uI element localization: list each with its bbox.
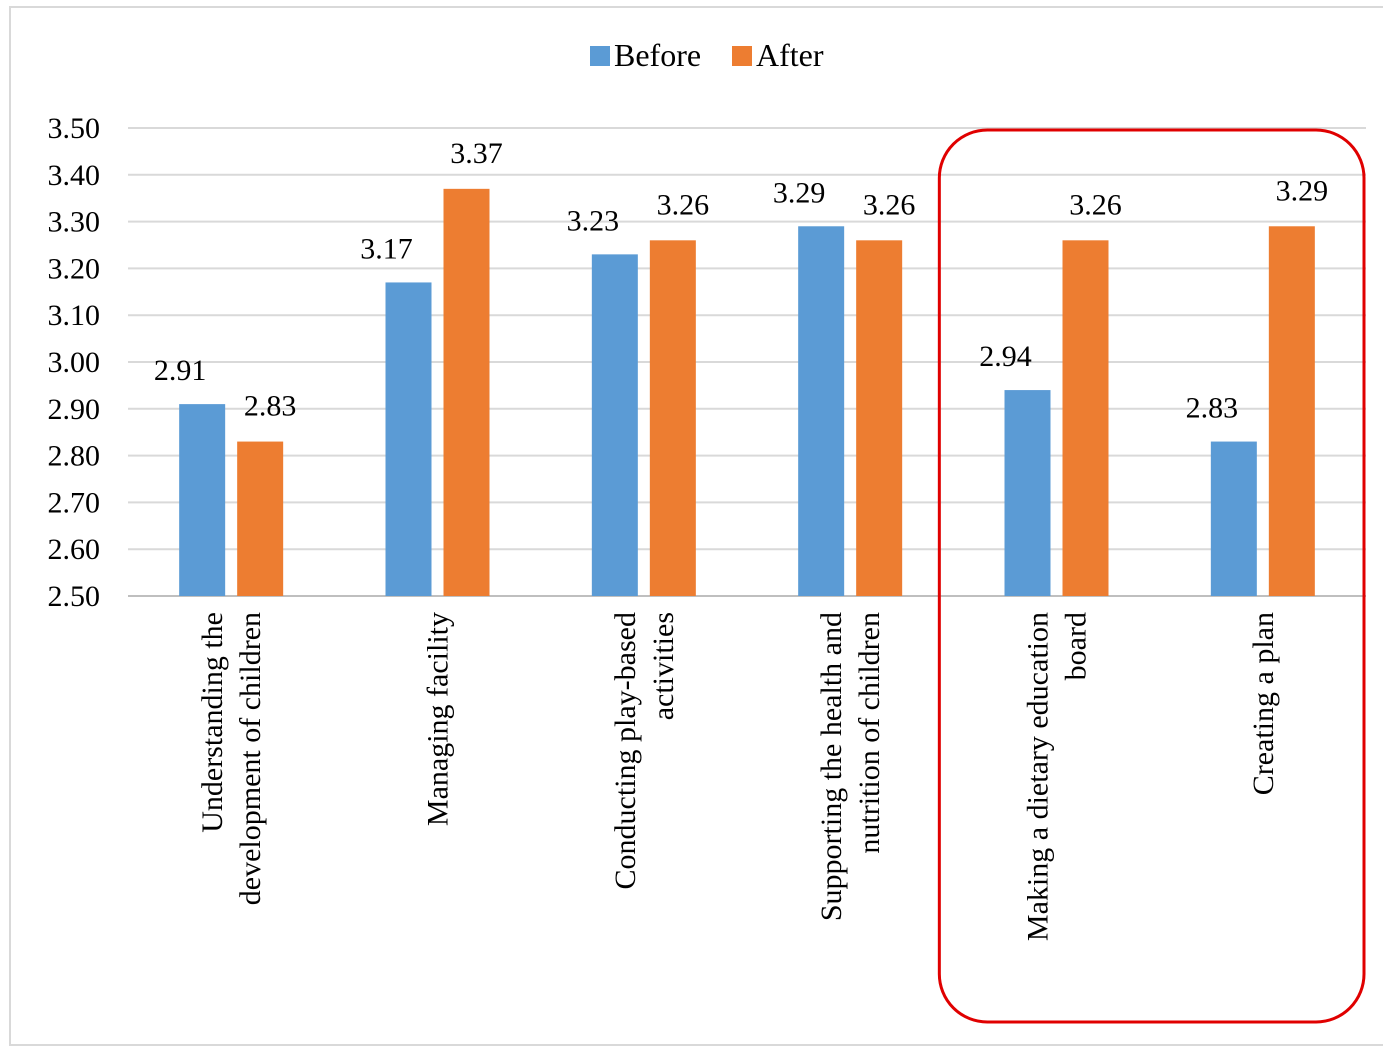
data-label: 3.29 — [773, 176, 826, 209]
data-label: 2.91 — [154, 354, 207, 387]
bar-before — [798, 226, 845, 596]
highlight-group — [937, 128, 1366, 1024]
bar-after — [1062, 240, 1109, 596]
gridlines — [128, 127, 1366, 597]
category-label: nutrition of children — [853, 612, 886, 854]
y-tick-label: 3.20 — [48, 252, 101, 285]
data-label: 3.29 — [1276, 174, 1329, 207]
data-labels: 2.91 2.83 3.17 3.37 3.23 3.26 3.29 3.26 2.94 3.26… — [154, 137, 1328, 425]
y-tick-label: 3.10 — [48, 299, 101, 332]
bar-before — [591, 254, 638, 597]
category-label: activities — [647, 612, 680, 720]
bar-after — [649, 240, 696, 596]
category-label: Managing facility — [422, 612, 455, 826]
bar-after — [1268, 226, 1315, 596]
y-tick-label: 2.50 — [48, 580, 101, 613]
category-label: development of children — [234, 612, 267, 905]
category-label: board — [1060, 612, 1093, 680]
y-axis: 2.50 2.60 2.70 2.80 2.90 3.00 3.10 3.20 3.30 3.40… — [48, 112, 101, 613]
legend-swatch-after — [732, 46, 752, 66]
category-label: Creating a plan — [1247, 612, 1280, 795]
y-tick-label: 2.90 — [48, 393, 101, 426]
category-label: Supporting the health and — [815, 612, 848, 921]
data-label: 2.83 — [244, 390, 297, 423]
legend-label-before: Before — [614, 37, 701, 73]
bar-before — [385, 282, 432, 596]
category-label: Making a dietary education — [1022, 612, 1055, 941]
highlight-box — [937, 128, 1366, 1024]
legend: Before After — [590, 37, 824, 73]
y-tick-label: 3.00 — [48, 346, 101, 379]
bar-after — [443, 188, 490, 596]
category-labels: Understanding the development of children… — [196, 612, 1280, 941]
bar-after — [856, 240, 903, 596]
y-tick-label: 2.60 — [48, 533, 101, 566]
data-label: 2.94 — [979, 340, 1032, 373]
data-label: 3.26 — [657, 188, 710, 221]
y-tick-label: 2.70 — [48, 486, 101, 519]
bars — [179, 188, 1315, 597]
data-label: 3.23 — [567, 204, 620, 237]
y-tick-label: 3.30 — [48, 206, 101, 239]
y-tick-label: 3.40 — [48, 159, 101, 192]
data-label: 3.37 — [450, 137, 503, 170]
data-label: 3.17 — [360, 232, 413, 265]
category-label: Understanding the — [196, 612, 229, 833]
legend-swatch-before — [590, 46, 610, 66]
data-label: 3.26 — [1069, 188, 1122, 221]
data-label: 3.26 — [863, 188, 916, 221]
data-label: 2.83 — [1186, 392, 1239, 425]
bar-before — [1004, 390, 1051, 596]
bar-after — [237, 441, 284, 596]
legend-label-after: After — [756, 37, 824, 73]
y-tick-label: 3.50 — [48, 112, 101, 145]
bar-before — [179, 404, 226, 596]
category-label: Conducting play-based — [609, 612, 642, 889]
bar-before — [1210, 441, 1257, 596]
y-tick-label: 2.80 — [48, 440, 101, 473]
